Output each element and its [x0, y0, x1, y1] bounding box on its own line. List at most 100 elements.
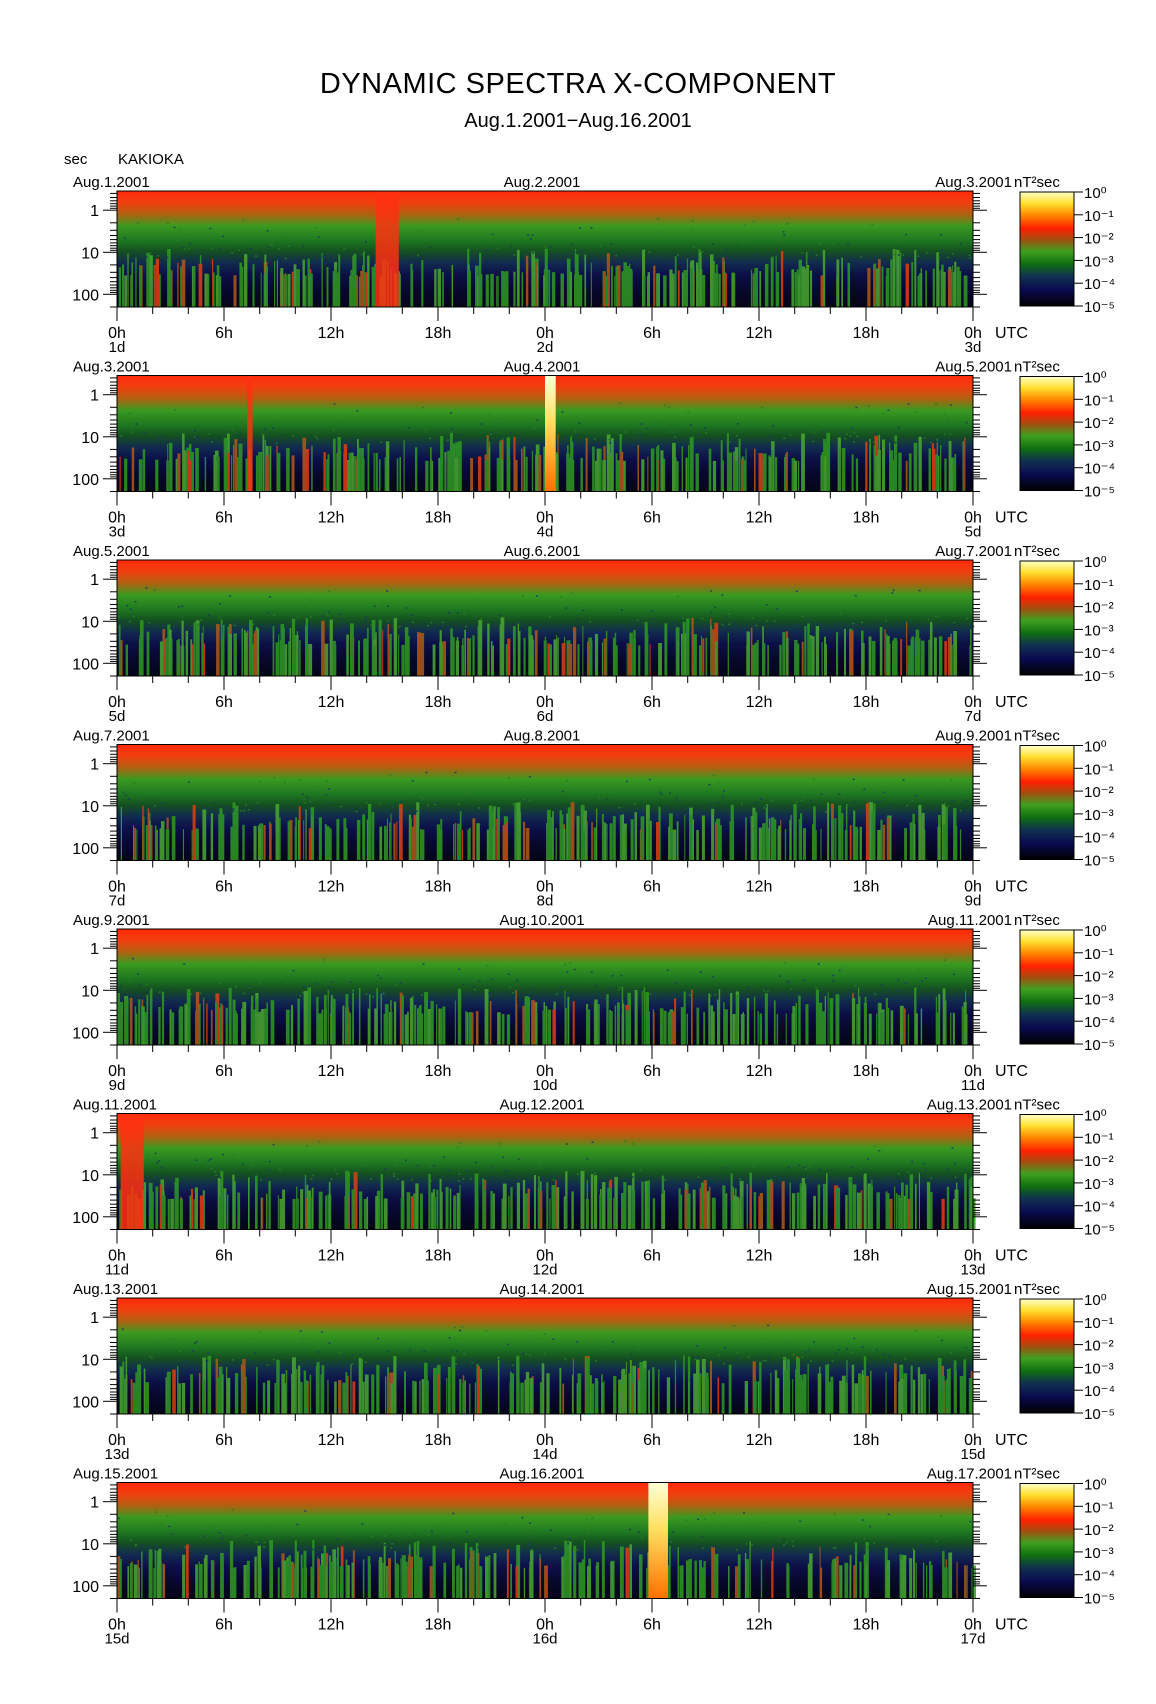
colorbar-tick-label: 10⁻⁵	[1084, 484, 1115, 501]
activity-streak	[327, 990, 329, 1045]
x-tick-label: 0h	[964, 510, 982, 527]
noise-speck	[210, 1168, 213, 1170]
noise-speck	[629, 1528, 632, 1531]
noise-speck	[254, 608, 257, 610]
activity-streak	[534, 630, 538, 676]
colorbar-unit: nT²sec	[1014, 912, 1060, 929]
noise-speck	[522, 1352, 525, 1355]
activity-streak	[361, 458, 365, 492]
activity-streak	[820, 275, 824, 307]
noise-speck	[810, 1360, 813, 1362]
spectrogram-panel: Aug.5.2001 Aug.6.2001 Aug.7.2001 nT²sec1101…	[72, 543, 1115, 725]
activity-streak	[539, 1382, 543, 1414]
noise-speck	[425, 771, 428, 774]
activity-streak	[466, 1012, 469, 1045]
x-tick-label: 0h	[108, 1248, 126, 1265]
event-burst	[545, 375, 556, 492]
activity-streak	[367, 255, 370, 307]
activity-streak	[190, 639, 193, 676]
noise-speck	[348, 1542, 351, 1545]
activity-streak	[835, 1190, 839, 1230]
noise-speck	[969, 257, 972, 259]
noise-speck	[800, 625, 803, 628]
noise-speck	[579, 249, 581, 252]
noise-speck	[272, 1143, 275, 1146]
activity-streak	[855, 829, 859, 861]
noise-speck	[386, 1540, 389, 1542]
activity-streak	[195, 632, 200, 676]
activity-streak	[864, 996, 867, 1045]
activity-streak	[829, 998, 834, 1045]
activity-streak	[478, 1368, 482, 1414]
colorbar-tick-label: 10⁻²	[1084, 231, 1114, 248]
activity-streak	[626, 1361, 628, 1414]
noise-speck	[473, 239, 476, 241]
activity-streak	[675, 627, 680, 676]
noise-speck	[317, 1351, 320, 1353]
noise-speck	[311, 1174, 314, 1177]
activity-streak	[659, 1008, 664, 1045]
noise-speck	[610, 1530, 613, 1532]
activity-streak	[389, 1012, 391, 1045]
noise-speck	[280, 434, 282, 437]
noise-speck	[364, 1361, 367, 1363]
activity-streak	[203, 997, 205, 1045]
activity-streak	[207, 1355, 212, 1414]
activity-streak	[226, 1377, 231, 1414]
noise-speck	[894, 426, 897, 429]
activity-streak	[279, 818, 281, 861]
activity-streak	[726, 433, 729, 492]
noise-speck	[158, 991, 161, 993]
activity-streak	[140, 645, 143, 676]
activity-streak	[839, 1565, 841, 1599]
noise-speck	[849, 435, 852, 437]
activity-streak	[627, 1185, 632, 1230]
noise-speck	[564, 254, 567, 257]
noise-speck	[599, 245, 602, 247]
activity-streak	[813, 1195, 816, 1230]
noise-speck	[789, 434, 792, 436]
activity-streak	[663, 275, 667, 307]
activity-streak	[371, 811, 375, 861]
activity-streak	[518, 632, 520, 676]
noise-speck	[480, 423, 483, 425]
activity-streak	[550, 826, 553, 861]
noise-speck	[585, 1518, 588, 1521]
activity-streak	[207, 274, 210, 307]
activity-streak	[138, 999, 141, 1045]
activity-streak	[479, 1566, 482, 1599]
noise-speck	[681, 1344, 684, 1346]
activity-streak	[870, 1370, 872, 1414]
activity-streak	[264, 1008, 269, 1045]
noise-speck	[387, 605, 390, 608]
colorbar-tick-label: 10⁻³	[1084, 438, 1114, 455]
noise-speck	[339, 1530, 342, 1532]
activity-streak	[706, 1191, 710, 1230]
activity-streak	[516, 249, 520, 307]
activity-streak	[629, 1360, 632, 1414]
activity-streak	[789, 819, 791, 861]
noise-speck	[951, 253, 954, 255]
activity-streak	[667, 1565, 670, 1599]
activity-streak	[836, 1558, 839, 1599]
activity-streak	[393, 823, 396, 861]
colorbar-unit: nT²sec	[1014, 543, 1060, 560]
noise-speck	[808, 1175, 811, 1177]
noise-speck	[770, 799, 773, 802]
activity-streak	[141, 1551, 143, 1599]
activity-streak	[451, 1356, 456, 1414]
noise-speck	[159, 1522, 162, 1525]
noise-speck	[487, 239, 490, 241]
noise-speck	[903, 625, 906, 627]
activity-streak	[641, 990, 643, 1045]
activity-streak	[566, 258, 571, 307]
x-tick-label: 12h	[318, 1617, 345, 1634]
noise-speck	[433, 439, 436, 441]
activity-streak	[127, 1566, 129, 1599]
activity-streak	[396, 458, 399, 492]
noise-speck	[317, 236, 320, 238]
x-unit-label: UTC	[995, 1248, 1028, 1265]
activity-streak	[918, 436, 922, 492]
activity-streak	[899, 1005, 904, 1045]
activity-streak	[855, 458, 859, 492]
